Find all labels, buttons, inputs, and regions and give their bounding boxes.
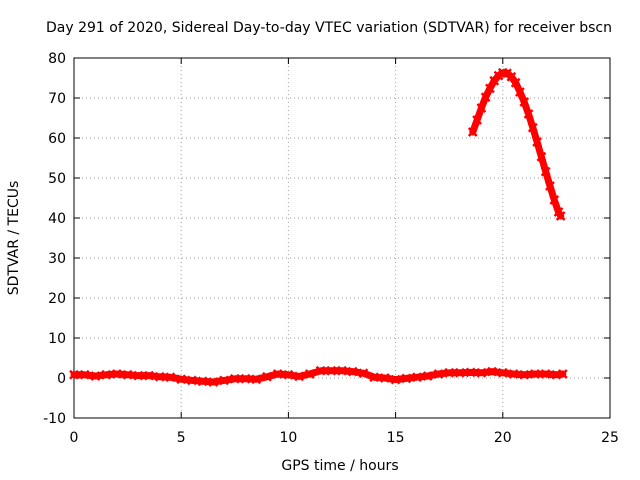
data-point (294, 371, 305, 382)
data-point (165, 372, 176, 383)
y-tick-label: 30 (48, 251, 66, 267)
data-point (390, 374, 401, 385)
data-point (379, 373, 390, 383)
data-point (527, 122, 538, 133)
data-point (472, 115, 482, 125)
data-layer (69, 67, 568, 387)
series-baseline (69, 365, 568, 387)
data-point (485, 83, 495, 94)
data-point (540, 166, 551, 177)
data-point (111, 369, 122, 379)
data-point (326, 365, 337, 376)
y-tick-label: 70 (48, 91, 66, 107)
data-point (272, 369, 283, 379)
data-point (187, 375, 197, 386)
data-point (262, 371, 272, 382)
data-point (540, 369, 551, 379)
data-point (101, 369, 112, 380)
data-point (465, 367, 476, 378)
plot-border (73, 57, 611, 419)
data-point (133, 370, 144, 381)
data-point (176, 374, 187, 385)
data-point (519, 97, 530, 107)
data-point (476, 103, 487, 113)
data-point (122, 369, 133, 380)
data-point (358, 368, 369, 379)
data-point (208, 377, 219, 387)
data-point (523, 109, 534, 119)
data-point (401, 373, 412, 384)
grid (74, 58, 610, 418)
x-tick-label: 15 (387, 430, 405, 446)
data-point (79, 369, 90, 380)
data-point (515, 87, 525, 97)
y-tick-label: 40 (48, 211, 66, 227)
data-point (422, 371, 433, 381)
data-point (315, 365, 326, 376)
data-point (144, 370, 154, 381)
y-tick-label: 80 (48, 51, 66, 67)
data-point (467, 127, 478, 137)
data-point (480, 92, 491, 103)
data-point (455, 367, 465, 378)
data-point (536, 151, 547, 162)
data-point (347, 366, 358, 377)
x-tick-label: 5 (177, 430, 186, 446)
data-point (549, 195, 560, 205)
x-axis-label: GPS time / hours (281, 458, 398, 474)
data-point (508, 369, 519, 379)
data-point (304, 369, 315, 379)
data-point (283, 369, 294, 380)
data-point (412, 372, 422, 383)
y-tick-label: 10 (48, 331, 66, 347)
data-point (90, 371, 101, 381)
data-point (197, 376, 208, 387)
y-axis-label: SDTVAR / TECUs (6, 181, 22, 296)
data-point (229, 373, 240, 384)
x-tick-label: 20 (494, 430, 512, 446)
data-point (219, 375, 229, 386)
data-point (476, 367, 487, 378)
data-point (240, 373, 251, 384)
y-tick-label: -10 (43, 411, 66, 427)
data-point (369, 372, 380, 383)
data-point (487, 366, 497, 377)
data-point (497, 367, 508, 378)
data-point (530, 369, 540, 379)
series-arc (467, 67, 566, 221)
data-point (433, 369, 444, 379)
chart-title: Day 291 of 2020, Sidereal Day-to-day VTE… (46, 20, 612, 36)
data-point (555, 211, 566, 221)
data-point (69, 369, 79, 380)
data-point (444, 367, 455, 378)
data-point (545, 181, 555, 191)
x-tick-label: 0 (70, 430, 79, 446)
data-point (519, 369, 530, 380)
y-tick-label: 0 (57, 371, 66, 387)
x-tick-label: 10 (279, 430, 297, 446)
data-point (337, 365, 347, 376)
y-tick-label: 20 (48, 291, 66, 307)
data-point (532, 137, 542, 147)
series-trace (469, 69, 565, 220)
data-point (557, 369, 568, 379)
x-tick-label: 25 (601, 430, 619, 446)
data-point (510, 77, 521, 88)
y-tick-label: 50 (48, 171, 66, 187)
data-point (251, 374, 262, 385)
y-tick-label: 60 (48, 131, 66, 147)
data-point (154, 371, 165, 382)
